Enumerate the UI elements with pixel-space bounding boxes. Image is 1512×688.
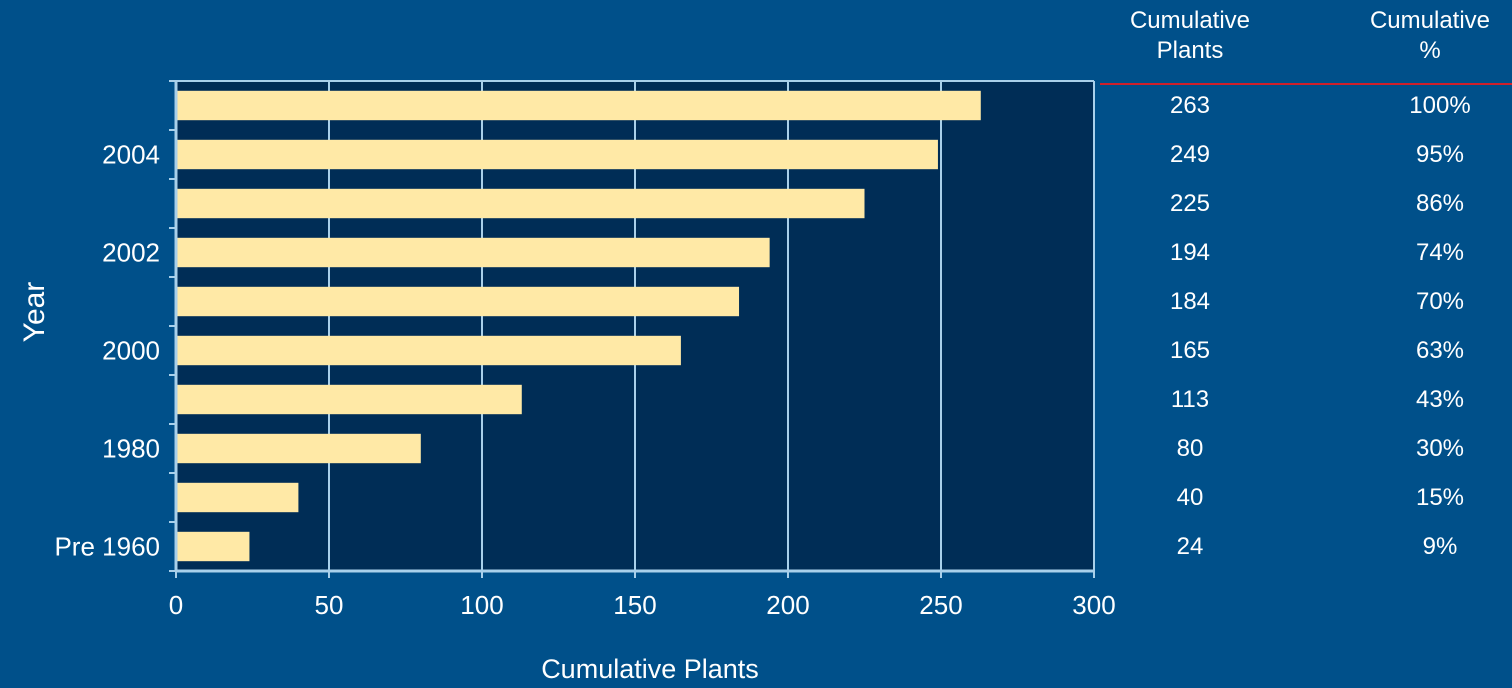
bar <box>176 482 299 513</box>
table-cell-plants: 184 <box>1169 287 1211 315</box>
table-cell-percent: 15% <box>1415 483 1465 511</box>
table-cell-plants: 113 <box>1170 385 1210 413</box>
table-cell-percent: 63% <box>1415 336 1465 364</box>
bar <box>176 335 681 366</box>
y-tick-label: Pre 1960 <box>54 532 160 562</box>
header-plants-line1: Cumulative <box>1129 7 1251 34</box>
header-percent-line2: % <box>1419 37 1441 64</box>
header-percent-line1: Cumulative <box>1369 7 1491 34</box>
table-cell-percent: 43% <box>1415 385 1465 413</box>
y-tick-label: 2002 <box>102 238 160 268</box>
axis-labels: 0 50 100 150 200 250 300 2004 2002 2000 1980 Pre 19… <box>54 140 1115 621</box>
table-cell-percent: 100% <box>1409 91 1471 119</box>
bar <box>176 237 770 268</box>
table-cell-plants: 165 <box>1169 336 1211 364</box>
axes <box>169 80 1095 578</box>
header-cumulative-plants: Cumulative Plants <box>1110 6 1270 66</box>
x-tick-label: 300 <box>1072 590 1115 620</box>
table-cell-plants: 40 <box>1176 483 1204 511</box>
table-cell-plants: 263 <box>1169 91 1211 119</box>
bars <box>176 90 981 562</box>
bar <box>176 188 865 219</box>
bar <box>176 139 938 170</box>
header-divider <box>1100 83 1512 85</box>
x-tick-label: 150 <box>613 590 656 620</box>
table-cell-percent: 9% <box>1422 532 1458 560</box>
bar <box>176 286 740 317</box>
table-cell-percent: 86% <box>1415 189 1465 217</box>
y-tick-label: 1980 <box>102 434 160 464</box>
x-tick-label: 0 <box>169 590 183 620</box>
table-cell-plants: 194 <box>1169 238 1211 266</box>
table-cell-percent: 95% <box>1415 140 1465 168</box>
y-tick-label: 2004 <box>102 140 160 170</box>
x-tick-label: 50 <box>315 590 344 620</box>
bar <box>176 384 522 415</box>
bar <box>176 90 981 121</box>
header-plants-line2: Plants <box>1156 37 1224 64</box>
x-axis-title: Cumulative Plants <box>541 654 759 684</box>
y-axis-title: Year <box>18 282 51 343</box>
table-cell-plants: 225 <box>1169 189 1211 217</box>
table-cell-plants: 24 <box>1176 532 1204 560</box>
table-cell-percent: 30% <box>1415 434 1465 462</box>
x-tick-label: 250 <box>919 590 962 620</box>
x-tick-label: 200 <box>766 590 809 620</box>
table-cell-plants: 80 <box>1176 434 1204 462</box>
table-cell-plants: 249 <box>1169 140 1211 168</box>
bar <box>176 531 250 562</box>
header-cumulative-percent: Cumulative % <box>1350 6 1510 66</box>
table-cell-percent: 74% <box>1415 238 1465 266</box>
x-tick-label: 100 <box>460 590 503 620</box>
table-cell-percent: 70% <box>1415 287 1465 315</box>
bar <box>176 433 421 464</box>
y-tick-label: 2000 <box>102 336 160 366</box>
